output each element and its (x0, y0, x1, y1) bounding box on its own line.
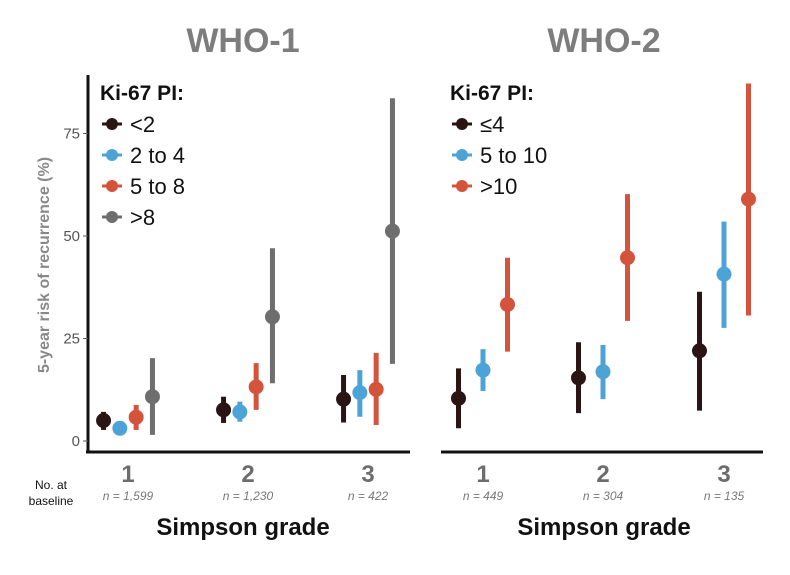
data-point (144, 389, 160, 405)
data-point (571, 370, 586, 386)
data-point (264, 309, 280, 325)
data-point (595, 364, 611, 380)
data-point (96, 413, 112, 428)
n-at-baseline: n = 1,599 (103, 489, 154, 503)
x-tick-label: 1 (121, 461, 134, 488)
legend-swatch-dot (456, 118, 468, 130)
data-point (620, 250, 635, 266)
n-at-baseline: n = 1,230 (223, 489, 274, 503)
legend-item: <2 (130, 112, 155, 137)
data-point (352, 385, 368, 401)
legend-swatch-dot (106, 118, 118, 130)
x-tick-label: 3 (361, 461, 374, 488)
panel-1: 0 25 50 75 1n = 1,599 2n = 1,230 3n = 422 <2 2 t… (63, 75, 410, 503)
panel-title-who2: WHO-2 (547, 22, 660, 60)
legend-title: Ki-67 PI: (450, 82, 534, 105)
y-tick-label: 0 (72, 433, 80, 450)
panel-2: 1n = 449 2n = 304 3n = 135 ≤4 5 to 10 >10 Ki-6… (441, 82, 763, 503)
legend-item: 5 to 10 (480, 143, 547, 168)
data-point (384, 223, 400, 239)
panel-title-who1: WHO-1 (186, 22, 299, 60)
data-point (216, 402, 232, 418)
legend-swatch-dot (456, 149, 468, 161)
y-tick-label: 50 (63, 228, 80, 245)
x-tick-label: 1 (476, 461, 489, 488)
data-point (128, 409, 144, 425)
legend-swatch-dot (456, 180, 468, 192)
data-point (112, 420, 128, 436)
legend-swatch-dot (106, 149, 118, 161)
x-tick-label: 2 (241, 461, 254, 488)
legend-item: 2 to 4 (130, 143, 185, 168)
data-point (368, 381, 384, 397)
legend-item: ≤4 (480, 112, 504, 137)
y-axis-label: 5-year risk of recurrence (%) (36, 157, 53, 373)
legend-swatch-dot (106, 211, 118, 223)
legend-item: >10 (480, 174, 517, 199)
x-axis-label-who2: Simpson grade (517, 514, 690, 541)
n-at-baseline: n = 449 (463, 489, 504, 503)
x-tick-label: 3 (717, 461, 730, 488)
n-at-baseline: n = 135 (704, 489, 745, 503)
data-point (475, 362, 491, 378)
legend-swatch-dot (106, 180, 118, 192)
x-axis-label-who1: Simpson grade (156, 514, 329, 541)
data-point (248, 379, 264, 395)
legend-item: 5 to 8 (130, 174, 185, 199)
y-tick-label: 25 (63, 331, 80, 348)
data-point (336, 391, 352, 407)
y-tick-label: 75 (63, 126, 80, 143)
legend-item: >8 (130, 205, 155, 230)
data-point (692, 343, 707, 359)
data-point (451, 390, 466, 406)
n-at-baseline-label: No. at baseline (28, 478, 74, 508)
data-point (716, 266, 732, 282)
data-point (232, 404, 248, 420)
n-at-baseline: n = 304 (583, 489, 624, 503)
data-point (741, 191, 756, 207)
data-point (500, 296, 515, 312)
legend-title: Ki-67 PI: (100, 82, 184, 105)
x-tick-label: 2 (596, 461, 609, 488)
n-at-baseline: n = 422 (348, 489, 389, 503)
